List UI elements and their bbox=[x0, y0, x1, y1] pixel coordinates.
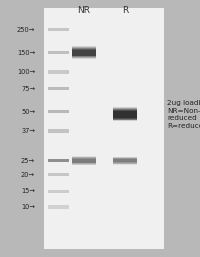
Text: 2ug loading
NR=Non-
reduced
R=reduced: 2ug loading NR=Non- reduced R=reduced bbox=[167, 100, 200, 128]
Bar bbox=[72, 47, 96, 58]
Text: 10→: 10→ bbox=[21, 204, 35, 210]
Text: 150→: 150→ bbox=[17, 50, 35, 56]
Bar bbox=[72, 159, 96, 163]
Text: 25→: 25→ bbox=[21, 158, 35, 164]
Bar bbox=[113, 158, 137, 163]
Bar bbox=[48, 51, 69, 54]
Bar bbox=[113, 157, 137, 164]
Bar bbox=[72, 156, 96, 165]
Bar bbox=[48, 129, 69, 133]
Text: 100→: 100→ bbox=[17, 69, 35, 75]
Bar bbox=[72, 158, 96, 163]
Text: R: R bbox=[122, 6, 128, 15]
Text: 250→: 250→ bbox=[17, 26, 35, 33]
Bar bbox=[44, 8, 164, 249]
Bar bbox=[113, 110, 137, 118]
Bar bbox=[113, 111, 137, 117]
Bar bbox=[113, 158, 137, 163]
Text: NR: NR bbox=[78, 6, 90, 15]
Text: 75→: 75→ bbox=[21, 86, 35, 92]
Text: 15→: 15→ bbox=[21, 188, 35, 195]
Bar bbox=[113, 107, 137, 121]
Bar bbox=[72, 157, 96, 164]
Bar bbox=[72, 47, 96, 59]
Bar bbox=[113, 157, 137, 164]
Bar bbox=[48, 87, 69, 90]
Bar bbox=[48, 159, 69, 162]
Text: 20→: 20→ bbox=[21, 172, 35, 178]
Bar bbox=[48, 173, 69, 176]
Bar bbox=[48, 110, 69, 114]
Bar bbox=[113, 159, 137, 162]
Bar bbox=[72, 157, 96, 164]
Bar bbox=[72, 48, 96, 57]
Bar bbox=[48, 70, 69, 74]
Text: 50→: 50→ bbox=[21, 109, 35, 115]
Text: 37→: 37→ bbox=[21, 128, 35, 134]
Bar bbox=[113, 108, 137, 121]
Bar bbox=[72, 50, 96, 56]
Bar bbox=[113, 109, 137, 120]
Bar bbox=[48, 190, 69, 193]
Bar bbox=[72, 49, 96, 56]
Bar bbox=[48, 205, 69, 209]
Bar bbox=[48, 28, 69, 31]
